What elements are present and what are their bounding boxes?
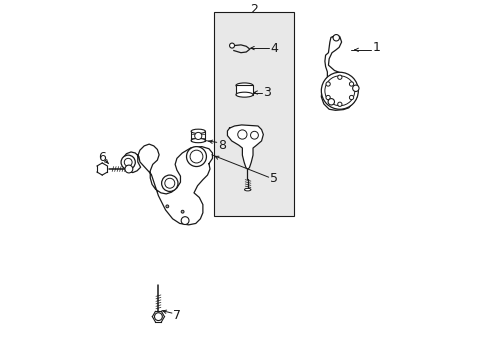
- Circle shape: [121, 155, 135, 169]
- Circle shape: [237, 130, 246, 139]
- Text: 2: 2: [250, 3, 258, 16]
- Circle shape: [165, 205, 168, 208]
- Ellipse shape: [236, 83, 252, 88]
- Text: 7: 7: [173, 310, 181, 323]
- Text: 3: 3: [263, 86, 270, 99]
- Polygon shape: [321, 35, 357, 110]
- Circle shape: [337, 75, 341, 79]
- Circle shape: [181, 217, 189, 225]
- Text: 4: 4: [270, 41, 278, 55]
- Text: 5: 5: [269, 172, 278, 185]
- Circle shape: [325, 95, 329, 100]
- Circle shape: [194, 132, 202, 139]
- Circle shape: [181, 210, 183, 213]
- Text: 8: 8: [218, 139, 226, 152]
- Circle shape: [327, 99, 334, 105]
- Circle shape: [154, 313, 162, 320]
- Circle shape: [164, 178, 174, 188]
- Text: 1: 1: [372, 41, 380, 54]
- Circle shape: [229, 43, 234, 48]
- Circle shape: [352, 85, 358, 91]
- Circle shape: [349, 95, 353, 100]
- Ellipse shape: [236, 92, 252, 97]
- Circle shape: [162, 175, 178, 192]
- Ellipse shape: [244, 188, 250, 191]
- Circle shape: [337, 102, 341, 107]
- Polygon shape: [122, 144, 212, 225]
- Circle shape: [324, 76, 354, 106]
- Circle shape: [186, 147, 206, 167]
- Circle shape: [125, 165, 133, 173]
- Bar: [236, 85, 252, 95]
- Circle shape: [332, 35, 339, 41]
- Ellipse shape: [191, 129, 205, 134]
- Text: 6: 6: [98, 151, 106, 164]
- FancyBboxPatch shape: [214, 12, 294, 216]
- Bar: [191, 131, 205, 140]
- Circle shape: [349, 82, 353, 86]
- Polygon shape: [227, 125, 263, 169]
- Circle shape: [250, 131, 258, 139]
- Ellipse shape: [191, 139, 205, 143]
- Circle shape: [325, 82, 329, 86]
- Circle shape: [124, 158, 132, 166]
- Circle shape: [190, 150, 203, 163]
- Circle shape: [321, 72, 358, 109]
